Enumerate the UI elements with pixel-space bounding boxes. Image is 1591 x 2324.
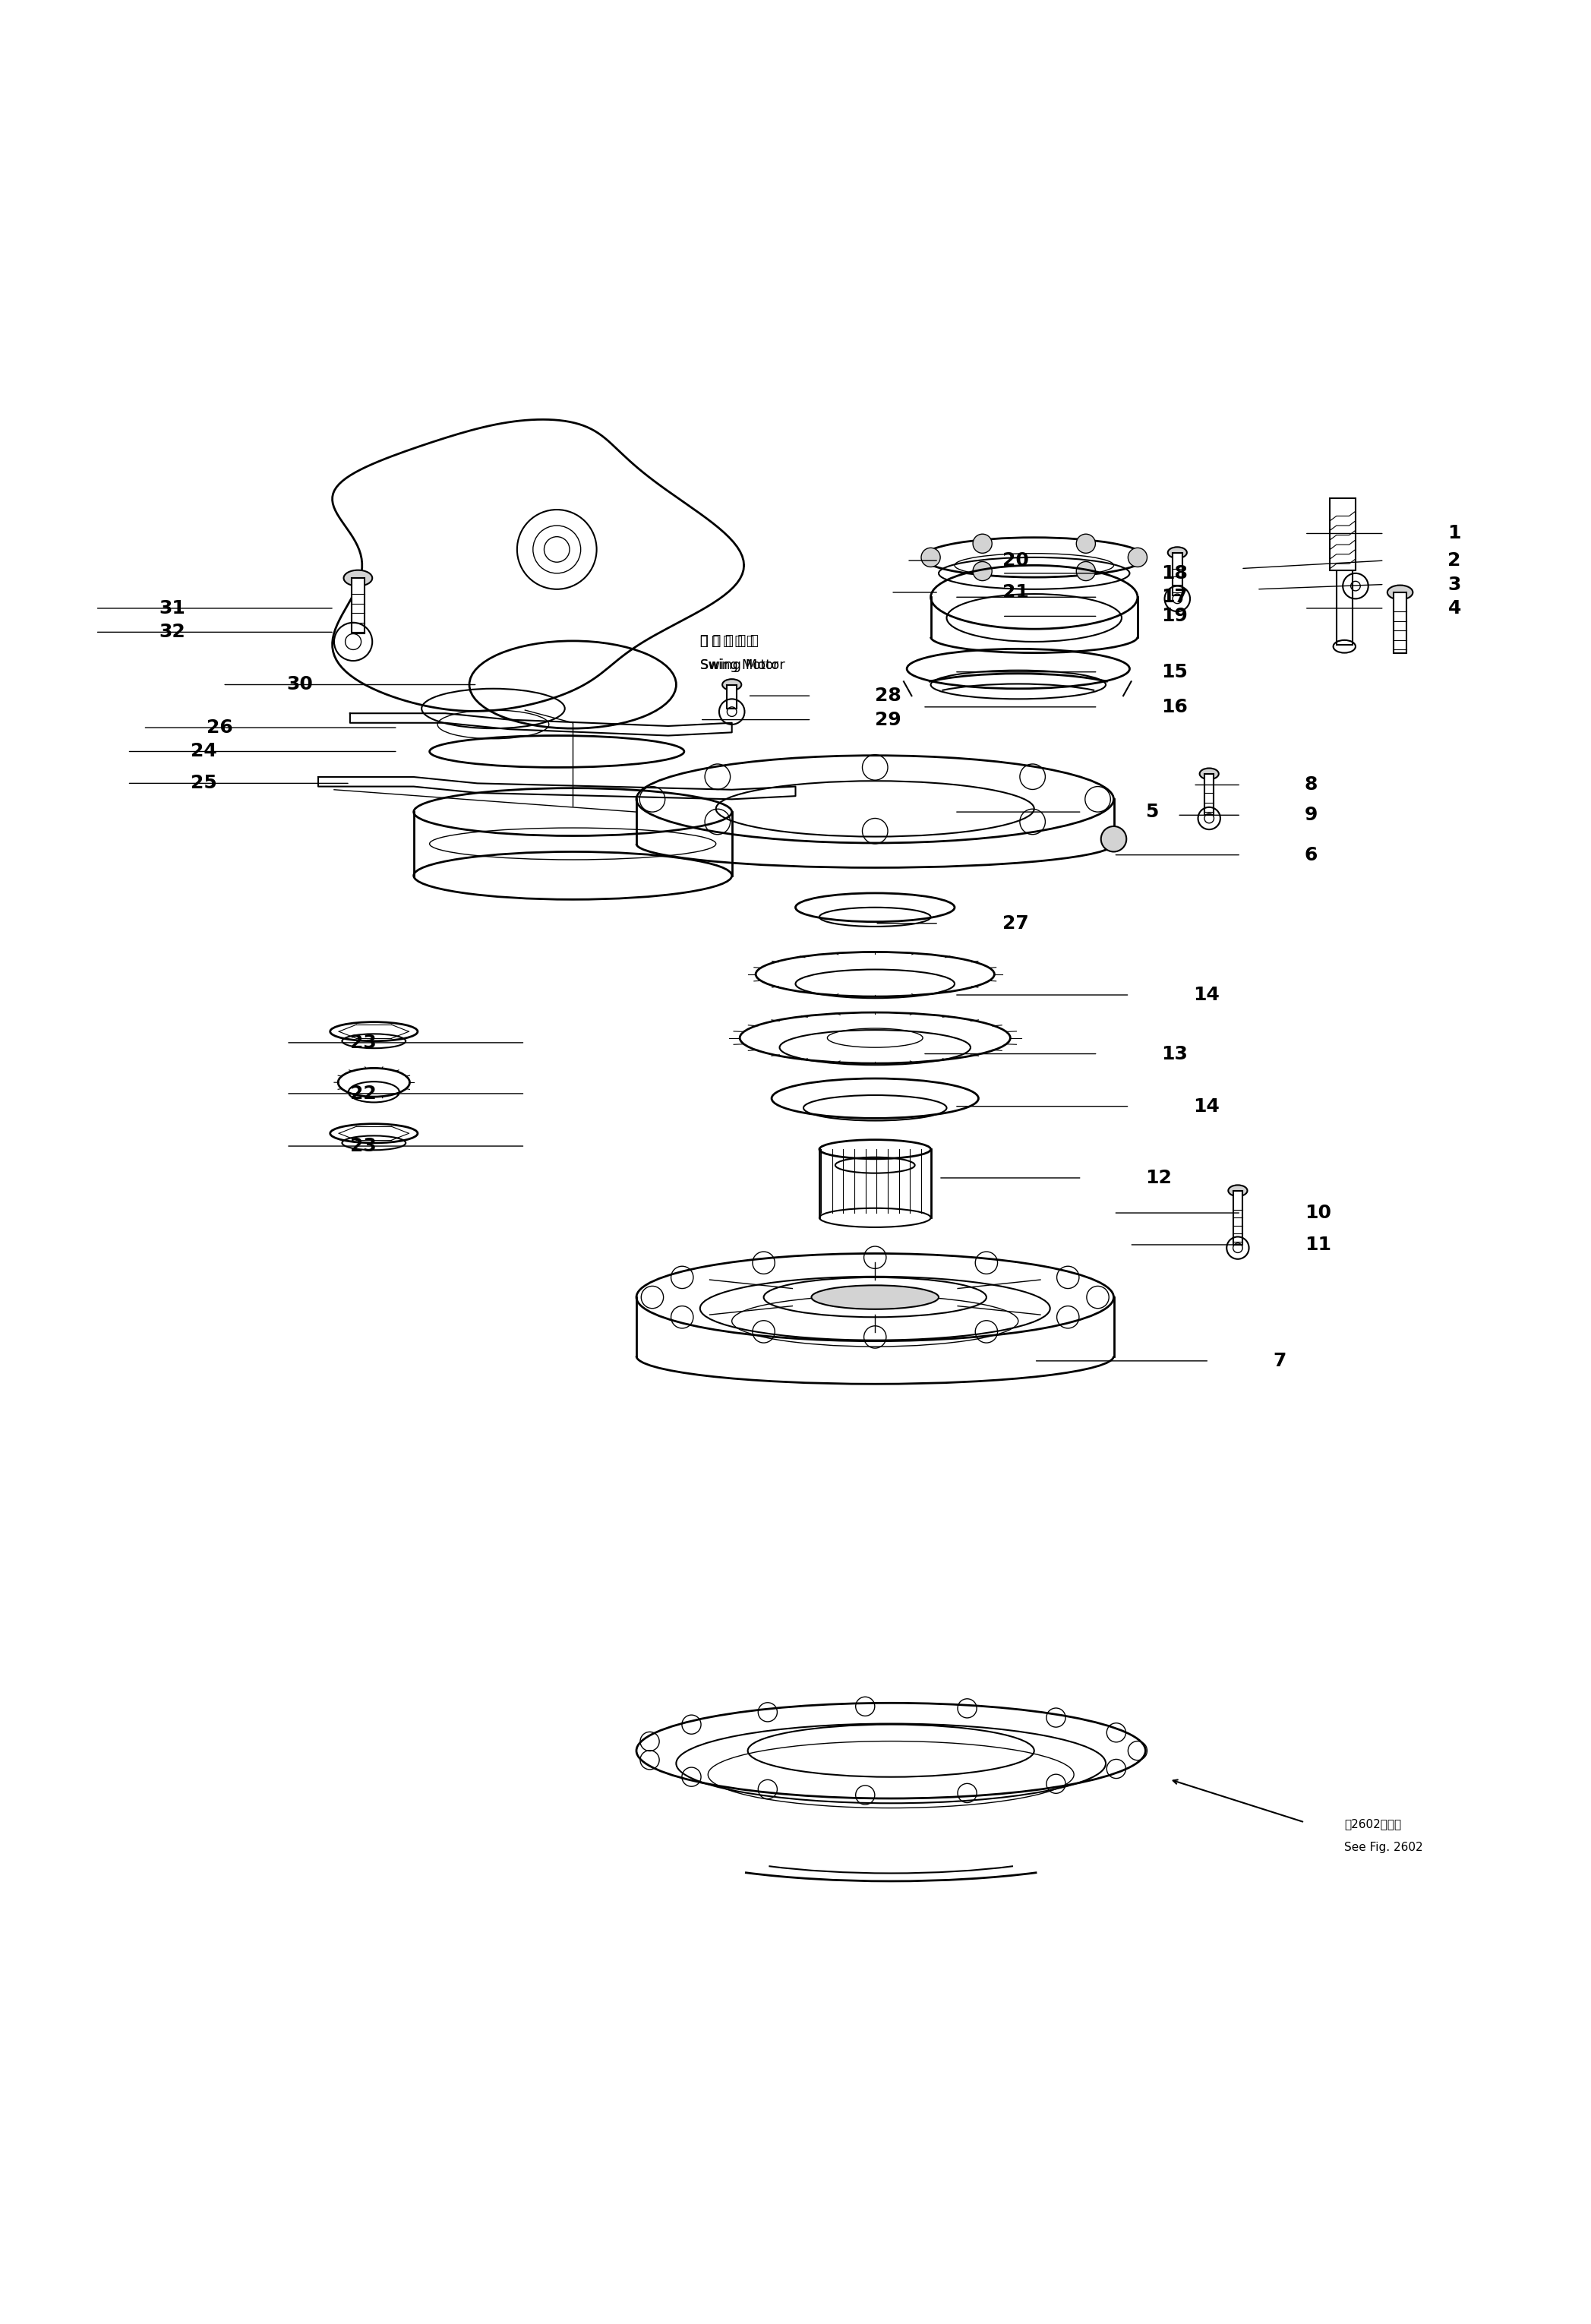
Text: 2: 2 bbox=[1448, 551, 1461, 569]
Bar bbox=[1204, 774, 1214, 816]
Text: 14: 14 bbox=[1193, 985, 1220, 1004]
Text: 17: 17 bbox=[1161, 588, 1188, 607]
Text: 25: 25 bbox=[191, 774, 218, 792]
Ellipse shape bbox=[1200, 769, 1219, 779]
Ellipse shape bbox=[1333, 541, 1356, 553]
Bar bbox=[1330, 500, 1356, 569]
Circle shape bbox=[974, 535, 993, 553]
Bar bbox=[352, 579, 364, 634]
Text: 3: 3 bbox=[1448, 576, 1461, 593]
Ellipse shape bbox=[722, 679, 741, 690]
Text: 旋 回 モ ー タ: 旋 回 モ ー タ bbox=[700, 634, 754, 648]
Ellipse shape bbox=[811, 1285, 939, 1308]
Text: 15: 15 bbox=[1161, 662, 1188, 681]
Text: 4: 4 bbox=[1448, 600, 1461, 618]
Text: 22: 22 bbox=[350, 1085, 377, 1102]
Text: 30: 30 bbox=[286, 676, 313, 695]
Text: See Fig. 2602: See Fig. 2602 bbox=[1344, 1843, 1422, 1852]
Ellipse shape bbox=[344, 569, 372, 586]
Circle shape bbox=[1101, 827, 1126, 851]
Text: 11: 11 bbox=[1305, 1236, 1332, 1255]
Circle shape bbox=[1128, 548, 1147, 567]
Text: 9: 9 bbox=[1305, 806, 1317, 825]
Text: 13: 13 bbox=[1161, 1046, 1188, 1062]
Text: 1: 1 bbox=[1448, 525, 1461, 541]
Text: 12: 12 bbox=[1146, 1169, 1173, 1188]
Ellipse shape bbox=[1228, 1185, 1247, 1197]
Circle shape bbox=[1076, 562, 1095, 581]
Text: 6: 6 bbox=[1305, 846, 1317, 865]
Text: 19: 19 bbox=[1161, 607, 1188, 625]
Ellipse shape bbox=[1387, 586, 1413, 600]
Bar bbox=[1173, 553, 1182, 595]
Text: 27: 27 bbox=[1002, 913, 1029, 932]
Text: 24: 24 bbox=[191, 741, 218, 760]
Circle shape bbox=[974, 562, 993, 581]
Text: 32: 32 bbox=[159, 623, 186, 641]
Text: 23: 23 bbox=[350, 1136, 377, 1155]
Text: 31: 31 bbox=[159, 600, 186, 618]
Text: 26: 26 bbox=[207, 718, 234, 737]
Text: 18: 18 bbox=[1161, 565, 1188, 583]
Bar bbox=[1336, 548, 1352, 644]
Ellipse shape bbox=[1168, 546, 1187, 558]
Text: 29: 29 bbox=[875, 711, 902, 730]
Circle shape bbox=[1076, 535, 1095, 553]
Bar bbox=[1233, 1190, 1243, 1246]
Text: 21: 21 bbox=[1002, 583, 1029, 602]
Text: 第2602図参照: 第2602図参照 bbox=[1344, 1817, 1402, 1829]
Text: 5: 5 bbox=[1146, 802, 1158, 820]
Bar bbox=[1394, 593, 1406, 653]
Text: 23: 23 bbox=[350, 1034, 377, 1053]
Circle shape bbox=[921, 548, 940, 567]
Text: 20: 20 bbox=[1002, 551, 1029, 569]
Bar bbox=[727, 686, 737, 709]
Text: Swing Motor: Swing Motor bbox=[700, 658, 784, 672]
Text: 16: 16 bbox=[1161, 697, 1188, 716]
Text: 7: 7 bbox=[1273, 1353, 1286, 1371]
Text: 28: 28 bbox=[875, 686, 902, 704]
Text: 8: 8 bbox=[1305, 776, 1317, 795]
Text: 14: 14 bbox=[1193, 1097, 1220, 1116]
Text: 10: 10 bbox=[1305, 1204, 1332, 1222]
Text: Swing Motor: Swing Motor bbox=[700, 658, 778, 672]
Text: 旋 回 モ ー タ: 旋 回 モ ー タ bbox=[700, 634, 759, 648]
